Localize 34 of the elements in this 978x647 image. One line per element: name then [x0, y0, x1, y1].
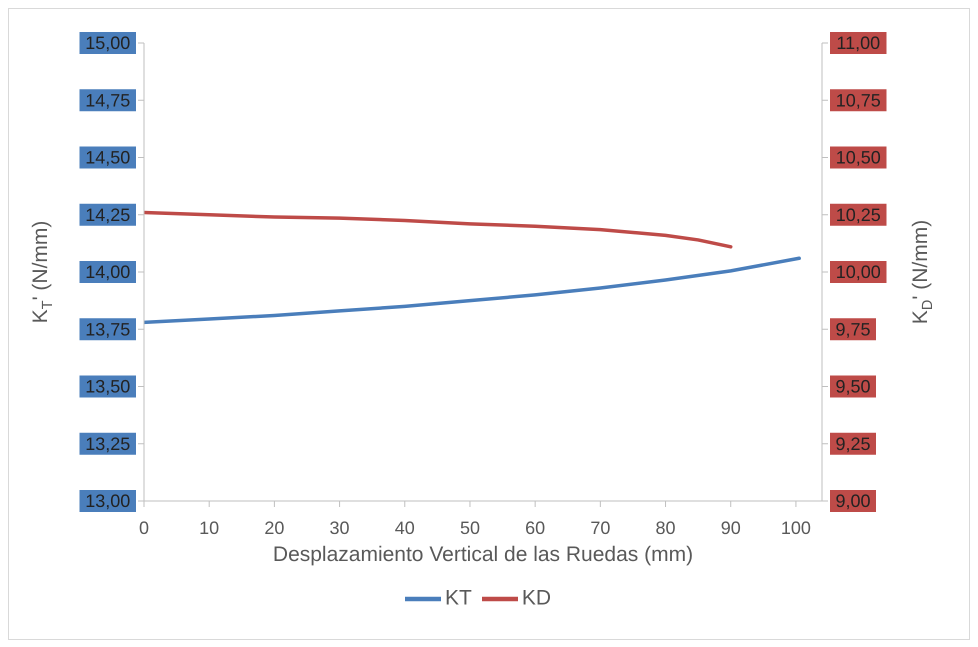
x-tick-label: 10 [199, 518, 220, 538]
y2-tick-label: 10,50 [836, 148, 881, 168]
x-tick-label: 100 [780, 518, 811, 538]
y-tick-label: 14,75 [85, 90, 130, 110]
x-tick-label: 60 [525, 518, 546, 538]
x-tick-label: 30 [330, 518, 350, 538]
x-tick-label: 0 [138, 518, 150, 538]
y-tick-label: 14,25 [85, 204, 130, 225]
line-series [144, 256, 801, 324]
line-series [144, 210, 732, 249]
y2-tick-label: 11,00 [836, 33, 880, 53]
x-tick-label: 40 [394, 518, 415, 538]
y2-tick-label: 9,50 [835, 376, 871, 396]
y2-tick-label: 10,25 [836, 204, 881, 225]
x-tick-label: 90 [720, 518, 741, 538]
y2-tick-label: 10,75 [836, 90, 881, 110]
y2-tick-label: 9,25 [835, 434, 871, 454]
y-tick-label: 13,25 [85, 434, 130, 454]
y-tick-label: 14,00 [85, 262, 130, 282]
x-tick-label: 20 [264, 518, 284, 538]
y-tick-label: 13,75 [85, 319, 130, 340]
x-tick-label: 80 [656, 518, 676, 538]
x-tick-label: 50 [460, 518, 480, 538]
x-tick-label: 70 [590, 518, 610, 538]
x-axis-title: Desplazamiento Vertical de las Ruedas (mm) [272, 543, 694, 566]
y-tick-label: 15,00 [85, 33, 130, 53]
legend-label: KD [522, 586, 552, 610]
y-tick-label: 13,00 [85, 491, 130, 511]
y2-tick-label: 9,00 [835, 491, 871, 511]
y-tick-label: 13,50 [85, 376, 130, 396]
y-tick-label: 14,50 [85, 148, 130, 168]
legend-label: KT [444, 586, 472, 610]
y2-tick-label: 9,75 [835, 319, 871, 340]
y2-tick-label: 10,00 [836, 262, 881, 282]
